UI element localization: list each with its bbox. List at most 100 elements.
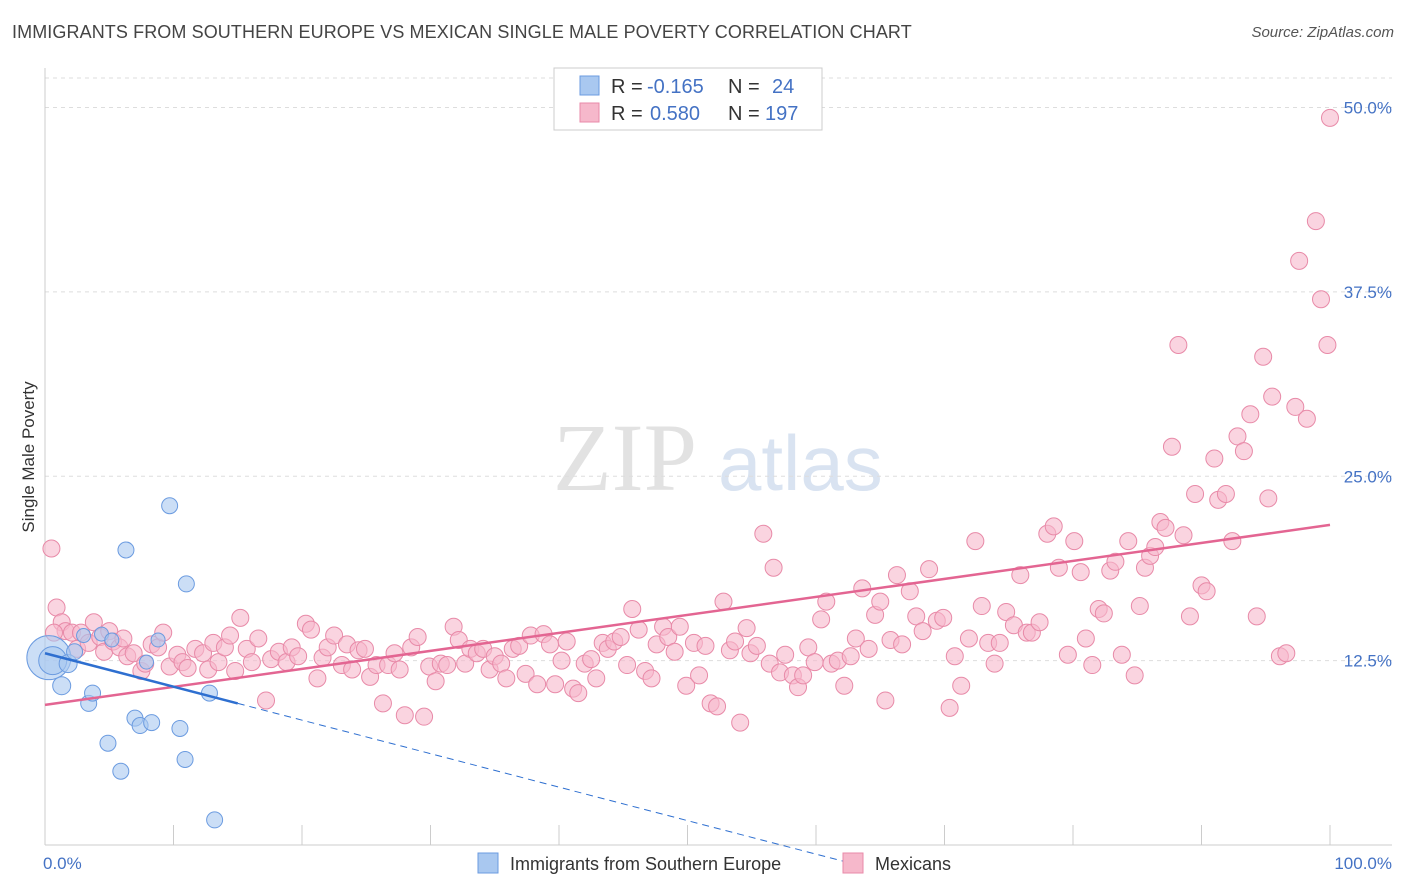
data-point-mexicans xyxy=(893,635,912,654)
data-point-mexicans xyxy=(934,608,953,627)
data-point-mexicans xyxy=(642,669,661,688)
data-point-mexicans xyxy=(776,645,795,664)
data-point-mexicans xyxy=(516,664,535,683)
data-point-mexicans xyxy=(1065,532,1084,551)
stats-r-value-2: 0.580 xyxy=(650,103,700,125)
data-point-mexicans xyxy=(438,656,457,675)
trend-line-mexicans xyxy=(44,523,1331,707)
data-point-mexicans xyxy=(611,628,630,647)
x-tick-label-max: 100.0% xyxy=(1334,854,1392,873)
trend-lines xyxy=(44,523,1331,865)
data-point-mexicans xyxy=(1318,335,1337,354)
data-point-mexicans xyxy=(1076,629,1095,648)
data-point-mexicans xyxy=(1290,251,1309,270)
data-point-mexicans xyxy=(221,626,240,645)
data-point-mexicans xyxy=(708,697,727,716)
data-point-mexicans xyxy=(582,650,601,669)
data-point-mexicans xyxy=(871,592,890,611)
legend-label-mexicans: Mexicans xyxy=(875,854,951,874)
chart-title: IMMIGRANTS FROM SOUTHERN EUROPE VS MEXIC… xyxy=(12,22,912,42)
data-point-mexicans xyxy=(385,644,404,663)
data-point-immigrants xyxy=(161,497,179,515)
data-point-mexicans xyxy=(714,592,733,611)
data-point-mexicans xyxy=(1130,597,1149,616)
data-point-mexicans xyxy=(1216,484,1235,503)
data-point-mexicans xyxy=(618,656,637,675)
data-point-immigrants xyxy=(171,719,189,737)
stats-swatch-blue xyxy=(579,75,600,96)
data-point-mexicans xyxy=(1125,666,1144,685)
data-point-immigrants xyxy=(139,654,155,670)
data-point-mexicans xyxy=(1223,532,1242,551)
data-point-mexicans xyxy=(997,602,1016,621)
y-tick-label: 25.0% xyxy=(1344,467,1392,486)
data-point-mexicans xyxy=(1030,613,1049,632)
data-point-mexicans xyxy=(257,691,276,710)
data-point-mexicans xyxy=(569,684,588,703)
trend-line-immigrants xyxy=(44,652,239,705)
data-point-mexicans xyxy=(249,629,268,648)
data-point-mexicans xyxy=(990,633,1009,652)
stats-r-value-1: -0.165 xyxy=(647,76,704,98)
data-point-immigrants xyxy=(177,575,195,593)
data-point-mexicans xyxy=(959,629,978,648)
data-point-mexicans xyxy=(812,610,831,629)
legend-swatch-mexicans xyxy=(842,852,864,874)
data-point-mexicans xyxy=(747,636,766,655)
data-point-mexicans xyxy=(1071,563,1090,582)
data-point-mexicans xyxy=(665,642,684,661)
data-point-immigrants xyxy=(99,734,117,752)
data-point-mexicans xyxy=(1044,517,1063,536)
data-point-mexicans xyxy=(1263,387,1282,406)
data-point-mexicans xyxy=(289,647,308,666)
data-point-mexicans xyxy=(726,632,745,651)
series-mexicans xyxy=(42,108,1339,732)
data-point-mexicans xyxy=(1083,656,1102,675)
x-tick-label-min: 0.0% xyxy=(43,854,82,873)
stats-n-label-2: N = xyxy=(728,103,760,125)
data-point-mexicans xyxy=(1241,405,1260,424)
data-point-immigrants xyxy=(206,811,224,829)
data-point-mexicans xyxy=(242,653,261,672)
stats-n-value-2: 197 xyxy=(765,103,798,125)
data-point-mexicans xyxy=(1058,645,1077,664)
data-point-mexicans xyxy=(623,600,642,618)
data-point-mexicans xyxy=(920,560,939,579)
data-point-mexicans xyxy=(1174,526,1193,545)
data-point-mexicans xyxy=(587,669,606,688)
data-point-mexicans xyxy=(945,647,964,666)
data-point-immigrants xyxy=(66,643,84,661)
stats-n-label-1: N = xyxy=(728,76,760,98)
data-point-mexicans xyxy=(1277,644,1296,663)
data-point-mexicans xyxy=(373,694,392,713)
data-point-immigrants xyxy=(117,541,135,559)
data-point-mexicans xyxy=(1247,607,1266,626)
data-point-mexicans xyxy=(1205,449,1224,468)
data-point-mexicans xyxy=(42,539,61,558)
data-point-mexicans xyxy=(552,651,571,670)
data-point-mexicans xyxy=(1321,108,1339,127)
data-point-mexicans xyxy=(1286,397,1305,416)
data-point-mexicans xyxy=(670,617,689,636)
stats-box: R = -0.165 N = 24 R = 0.580 N = 197 xyxy=(553,67,823,131)
data-point-mexicans xyxy=(677,676,696,695)
data-point-mexicans xyxy=(1094,604,1113,623)
data-point-mexicans xyxy=(557,632,576,651)
watermark-atlas: atlas xyxy=(718,419,883,507)
data-point-mexicans xyxy=(124,644,143,663)
data-point-mexicans xyxy=(952,676,971,695)
data-point-immigrants xyxy=(176,750,194,768)
data-point-mexicans xyxy=(794,666,813,685)
data-point-mexicans xyxy=(805,653,824,672)
y-axis-label: Single Male Poverty xyxy=(19,381,38,533)
x-tick-labels: 0.0% 100.0% xyxy=(43,854,1392,873)
y-tick-label: 12.5% xyxy=(1344,652,1392,671)
legend: Immigrants from Southern Europe Mexicans xyxy=(477,852,951,874)
y-tick-labels: 12.5% 25.0% 37.5% 50.0% xyxy=(1344,99,1392,671)
data-point-immigrants xyxy=(143,714,161,732)
data-point-mexicans xyxy=(966,532,985,551)
data-point-mexicans xyxy=(835,676,854,695)
data-point-mexicans xyxy=(737,619,756,638)
watermark: ZIP atlas xyxy=(553,404,883,511)
